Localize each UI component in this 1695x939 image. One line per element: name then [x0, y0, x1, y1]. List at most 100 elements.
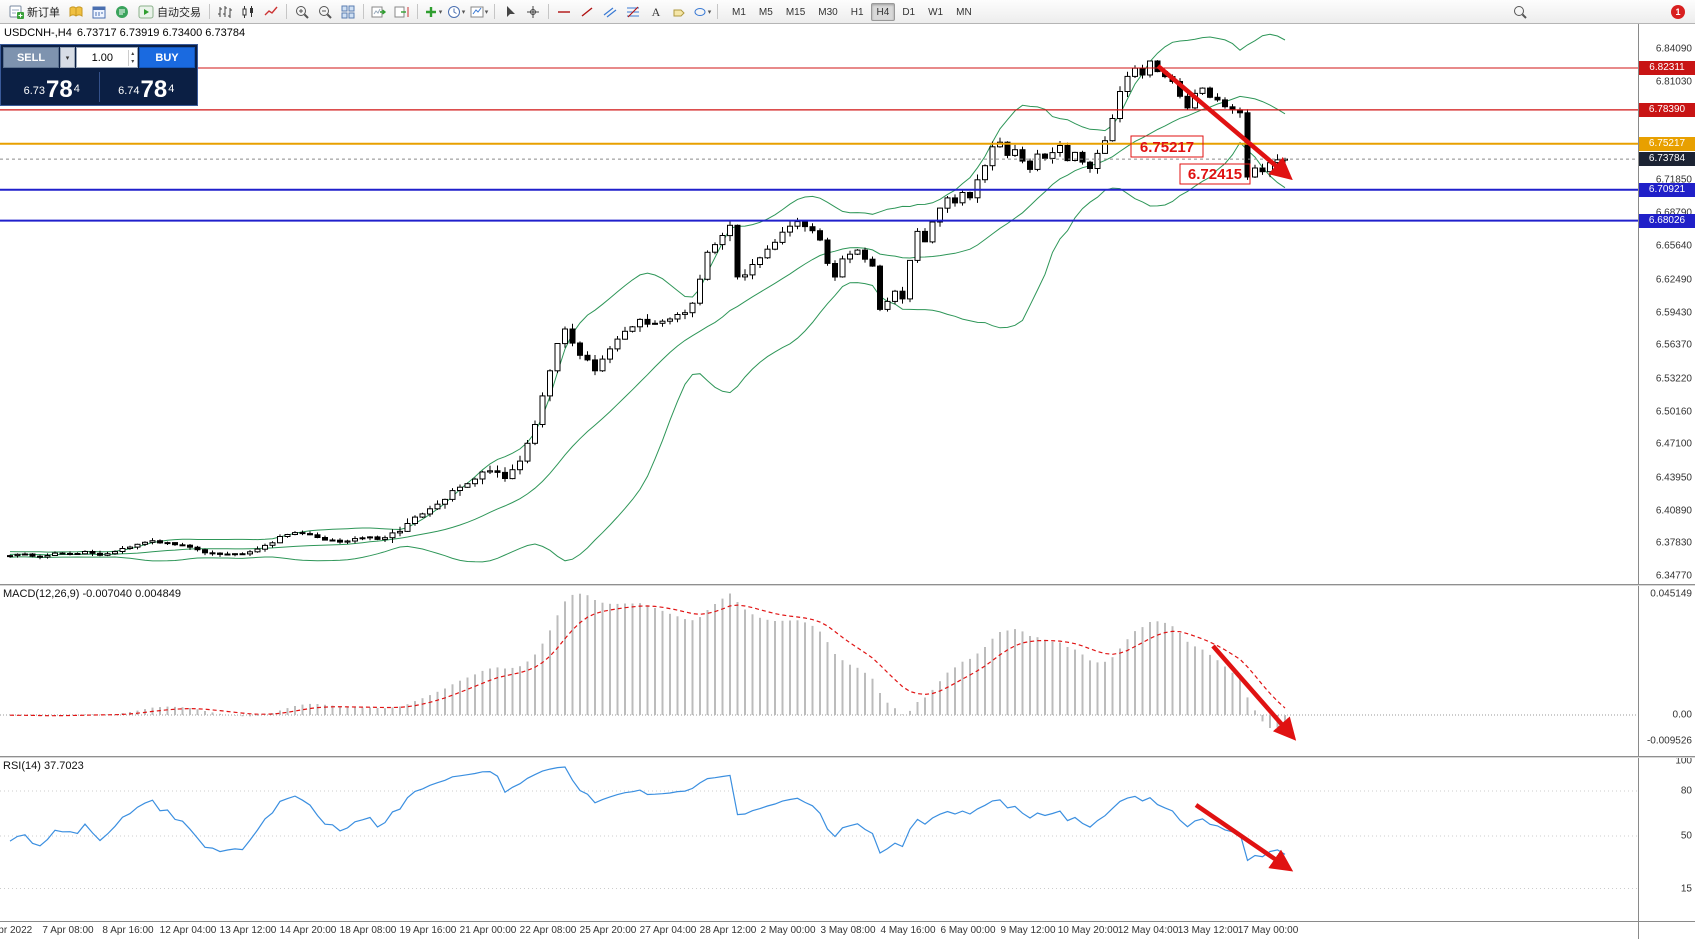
- time-axis-label: 6 May 00:00: [940, 925, 996, 936]
- crosshair-icon[interactable]: [522, 2, 544, 22]
- sell-price-small: 6.73: [23, 85, 46, 97]
- price-chart-plot[interactable]: 6.75217 6.72415: [0, 24, 1638, 584]
- price-axis-label: 6.65640: [1655, 240, 1692, 252]
- channel-icon[interactable]: [599, 2, 621, 22]
- rsi-axis-label: 100: [1675, 758, 1692, 767]
- sell-price-big: 78: [46, 76, 73, 103]
- toolbar-separator: [286, 4, 287, 19]
- price-display: 6.73 78 4 6.74 78 4: [3, 68, 195, 103]
- horizontal-line-icon[interactable]: [553, 2, 575, 22]
- horizontal-level-lines[interactable]: [0, 67, 1638, 222]
- trendline-icon[interactable]: [576, 2, 598, 22]
- volume-input[interactable]: [77, 51, 128, 64]
- time-axis[interactable]: 6 Apr 2022 7 Apr 08:00 8 Apr 16:00 12 Apr 0…: [0, 921, 1695, 939]
- news-icon[interactable]: [111, 2, 133, 22]
- panel-separator[interactable]: [0, 756, 1695, 758]
- svg-text:6.72415: 6.72415: [1188, 166, 1242, 183]
- price-annotation-label[interactable]: 6.72415: [1179, 163, 1251, 185]
- cursor-icon[interactable]: [499, 2, 521, 22]
- price-badge: 6.73784: [1639, 152, 1695, 167]
- search-icon[interactable]: [1509, 2, 1531, 22]
- time-axis-label: 7 Apr 08:00: [42, 925, 94, 936]
- new-order-button[interactable]: 新订单: [4, 2, 64, 22]
- price-badge: 6.75217: [1639, 136, 1695, 151]
- buy-price[interactable]: 6.74 78 4: [100, 78, 194, 102]
- rsi-axis[interactable]: 100 80 50 15: [1638, 758, 1695, 921]
- macd-plot[interactable]: [0, 586, 1638, 756]
- buy-button[interactable]: BUY: [139, 47, 195, 68]
- timeframe-button-h1[interactable]: H1: [850, 6, 864, 18]
- timeframe-group: M1 M5 M15 M30 H1 H4 D1 W1 MN: [726, 2, 978, 21]
- indicators-add-icon[interactable]: ▾: [422, 2, 444, 22]
- price-axis-label: 6.68790: [1655, 207, 1692, 218]
- sell-price[interactable]: 6.73 78 4: [5, 76, 99, 103]
- price-axis-label: 6.47100: [1655, 438, 1692, 450]
- time-axis-label: 12 May 04:00: [1117, 925, 1179, 936]
- macd-axis[interactable]: 0.045149 0.00 -0.009526: [1638, 586, 1695, 756]
- red-trend-arrow[interactable]: [1194, 803, 1294, 872]
- candles-series: [7, 60, 1288, 560]
- sell-button[interactable]: SELL: [3, 47, 59, 68]
- rsi-plot[interactable]: [0, 758, 1638, 921]
- autotrading-button[interactable]: 自动交易: [134, 2, 205, 22]
- rsi-panel[interactable]: 100 80 50 15 RSI(14) 37.7023: [0, 758, 1695, 921]
- time-axis-label: 3 May 08:00: [820, 925, 876, 936]
- time-axis-label: 9 May 12:00: [1000, 925, 1056, 936]
- price-annotation-label[interactable]: 6.75217: [1130, 135, 1204, 158]
- toolbar-separator: [717, 4, 718, 19]
- templates-icon[interactable]: ▾: [468, 2, 490, 22]
- toolbar: 新订单 自动交易 ▾ ▾ ▾: [0, 0, 1695, 24]
- timeframe-button-m15[interactable]: M15: [785, 6, 806, 18]
- toolbar-separator: [548, 4, 549, 19]
- macd-value-1: -0.007040: [82, 588, 133, 600]
- time-axis-label: 2 May 00:00: [760, 925, 816, 936]
- time-axis-label: 10 May 20:00: [1057, 925, 1119, 936]
- zoom-out-icon[interactable]: [314, 2, 336, 22]
- timeframe-button-h4[interactable]: H4: [870, 2, 896, 21]
- price-axis-label: 6.84090: [1655, 43, 1692, 55]
- tile-windows-icon[interactable]: [337, 2, 359, 22]
- price-axis-label: 6.81030: [1655, 76, 1692, 88]
- panel-separator[interactable]: [0, 584, 1695, 586]
- line-chart-icon[interactable]: [260, 2, 282, 22]
- rsi-axis-label: 50: [1680, 830, 1692, 842]
- timeframe-button-mn[interactable]: MN: [956, 6, 972, 18]
- price-divider: [98, 72, 100, 102]
- timeframe-button-m30[interactable]: M30: [818, 6, 838, 18]
- macd-axis-label: 0.00: [1672, 709, 1692, 721]
- price-axis-label: 6.71850: [1655, 174, 1692, 186]
- price-axis-label: 6.59430: [1655, 307, 1692, 318]
- new-order-icon: [9, 5, 24, 19]
- chart-title: USDCNH-,H4 6.73717 6.73919 6.73400 6.7378…: [4, 27, 250, 39]
- timeframe-button-m1[interactable]: M1: [732, 6, 746, 18]
- red-trend-arrow[interactable]: [1211, 644, 1297, 741]
- toolbar-separator: [363, 4, 364, 19]
- candlestick-chart-icon[interactable]: [237, 2, 259, 22]
- shapes-icon[interactable]: ▾: [691, 2, 713, 22]
- price-axis[interactable]: 6.840906.810306.779706.749106.718506.687…: [1638, 24, 1695, 584]
- auto-scroll-icon[interactable]: [368, 2, 390, 22]
- volume-stepper[interactable]: ▴ ▾: [127, 49, 137, 66]
- price-axis-label: 6.56370: [1655, 339, 1692, 351]
- label-tool-icon[interactable]: [668, 2, 690, 22]
- timeframe-button-d1[interactable]: D1: [902, 6, 916, 18]
- timeframe-button-w1[interactable]: W1: [928, 6, 944, 18]
- timeframe-button-m5[interactable]: M5: [758, 6, 773, 18]
- periods-clock-icon[interactable]: ▾: [445, 2, 467, 22]
- bar-chart-icon[interactable]: [214, 2, 236, 22]
- red-trend-arrow[interactable]: [1156, 64, 1293, 181]
- macd-panel[interactable]: 0.045149 0.00 -0.009526 MACD(12,26,9) -0.0…: [0, 586, 1695, 756]
- time-axis-label: 25 Apr 20:00: [579, 925, 637, 936]
- notification-badge[interactable]: 1: [1671, 4, 1685, 19]
- calendar-icon[interactable]: [88, 2, 110, 22]
- macd-value-2: 0.004849: [135, 588, 181, 600]
- mql5-book-icon[interactable]: [65, 2, 87, 22]
- price-axis-label: 6.62490: [1655, 274, 1692, 286]
- zoom-in-icon[interactable]: [291, 2, 313, 22]
- fibonacci-icon[interactable]: [622, 2, 644, 22]
- chart-shift-icon[interactable]: [391, 2, 413, 22]
- text-tool-icon[interactable]: A: [645, 2, 667, 22]
- order-mode-dropdown[interactable]: ▾: [60, 47, 75, 68]
- price-axis-label: 6.53220: [1655, 373, 1692, 385]
